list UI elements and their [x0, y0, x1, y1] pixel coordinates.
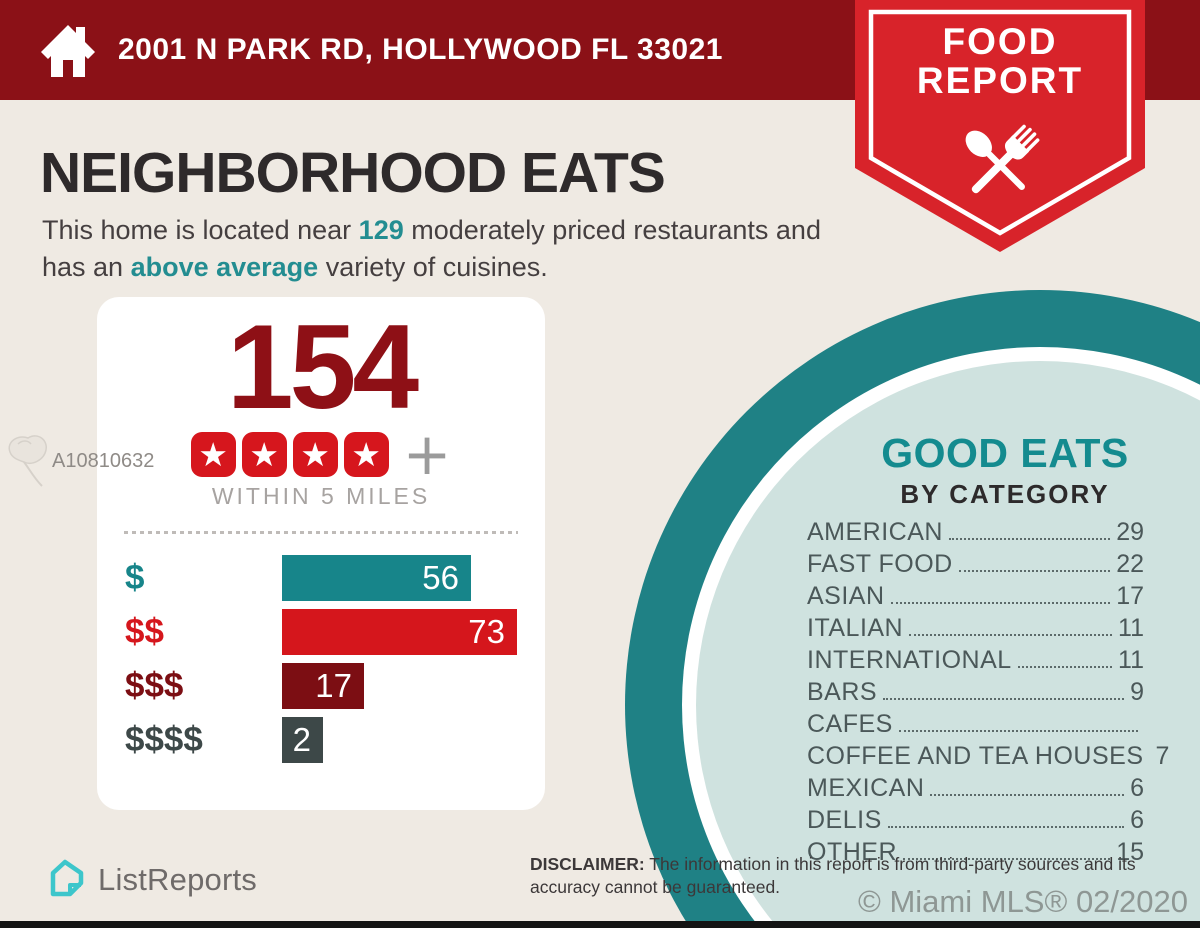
listreports-wordmark: ListReports — [98, 862, 257, 897]
category-row: MEXICAN 6 — [807, 771, 1144, 803]
mls-watermark: A10810632 — [4, 432, 154, 490]
bar: 56 — [282, 555, 471, 601]
dotted-leader — [948, 538, 1111, 540]
category-value: 7 — [1155, 742, 1170, 770]
mls-logo-icon — [8, 435, 47, 487]
category-label: INTERNATIONAL — [807, 646, 1012, 674]
category-value: 6 — [1130, 806, 1144, 834]
category-row: ITALIAN 11 — [807, 611, 1144, 643]
category-value: 15 — [1116, 838, 1144, 866]
food-report-badge: FOOD REPORT — [855, 0, 1145, 256]
variety-highlight: above average — [130, 252, 319, 282]
category-row: BARS 9 — [807, 675, 1144, 707]
category-label: BARS — [807, 678, 878, 706]
disclaimer: DISCLAIMER: The information in this repo… — [530, 854, 1136, 897]
category-label: MEXICAN — [807, 774, 925, 802]
intro-text: This home is located near 129 moderately… — [42, 212, 862, 286]
bar-row: $$ 73 — [97, 609, 545, 655]
star-icon: ★ — [343, 431, 389, 477]
category-row: COFFEE AND TEA HOUSES 7 — [807, 739, 1169, 771]
bar-row: $$$$ 2 — [97, 717, 545, 763]
category-value: 17 — [1116, 582, 1144, 610]
star-icon: ★ — [241, 431, 287, 477]
category-label: FAST FOOD — [807, 550, 953, 578]
restaurant-count: 129 — [358, 215, 404, 245]
listreports-house-icon — [50, 859, 84, 897]
listreports-logo: ListReports — [44, 858, 257, 902]
dotted-leader — [890, 602, 1111, 604]
bar-row: $56 — [97, 555, 545, 601]
price-tier-label: $ — [125, 558, 145, 597]
badge-line2: REPORT — [916, 60, 1084, 101]
dotted-leader — [898, 730, 1138, 732]
category-label: AMERICAN — [807, 518, 943, 546]
bar-value: 73 — [468, 613, 505, 650]
category-value: 11 — [1118, 614, 1144, 642]
dotted-leader — [903, 858, 1111, 860]
radius-label: WITHIN 5 MILES — [211, 483, 431, 509]
page-title: NEIGHBORHOOD EATS — [40, 141, 666, 205]
badge-line1: FOOD — [942, 21, 1058, 62]
star-icon: ★ — [190, 431, 236, 477]
category-row: OTHER 15 — [807, 835, 1144, 867]
category-row: INTERNATIONAL 11 — [807, 643, 1144, 675]
dotted-leader — [930, 794, 1125, 796]
good-eats-heading: GOOD EATS BY CATEGORY — [845, 430, 1165, 510]
price-tier-label: $$ — [125, 612, 164, 651]
bar: 17 — [282, 663, 364, 709]
property-address: 2001 N PARK RD, HOLLYWOOD FL 33021 — [118, 33, 723, 66]
category-value: 11 — [1118, 646, 1144, 674]
category-value: 9 — [1130, 678, 1144, 706]
bar: 73 — [282, 609, 517, 655]
category-row: DELIS 6 — [807, 803, 1144, 835]
category-value: 22 — [1116, 550, 1144, 578]
category-label: ASIAN — [807, 582, 885, 610]
category-row: ASIAN 17 — [807, 579, 1144, 611]
category-label: ITALIAN — [807, 614, 904, 642]
price-tier-bar-chart: $56 $$ 73 $$$ 17 $$$$ 2 — [97, 555, 545, 763]
category-row: FAST FOOD 22 — [807, 547, 1144, 579]
plus-icon: + — [402, 420, 452, 488]
copyright-watermark: © Miami MLS® 02/2020 — [858, 884, 1188, 919]
intro-line-1: This home is located near 129 moderately… — [42, 215, 821, 245]
category-label: COFFEE AND TEA HOUSES — [807, 742, 1144, 770]
price-tier-label: $$$$ — [125, 720, 203, 759]
badge-title: FOOD REPORT — [855, 22, 1145, 100]
star-icon: ★ — [292, 431, 338, 477]
disclaimer-label: DISCLAIMER: — [530, 854, 645, 874]
category-label: OTHER — [807, 838, 897, 866]
dotted-leader — [1017, 666, 1113, 668]
bottom-black-bar — [0, 921, 1200, 928]
total-restaurants-count: 154 — [226, 300, 419, 434]
category-row: CAFES — [807, 707, 1144, 739]
dotted-divider — [124, 531, 518, 534]
dotted-leader — [958, 570, 1111, 572]
good-eats-subtitle: BY CATEGORY — [900, 479, 1110, 509]
crossed-spoon-fork-icon — [965, 124, 1040, 194]
bar-row: $$$ 17 — [97, 663, 545, 709]
category-row: AMERICAN 29 — [807, 515, 1144, 547]
dotted-leader — [887, 826, 1125, 828]
good-eats-title: GOOD EATS — [881, 430, 1129, 476]
category-label: DELIS — [807, 806, 882, 834]
bar: 2 — [282, 717, 323, 763]
dotted-leader — [909, 634, 1113, 636]
category-label: CAFES — [807, 710, 893, 738]
home-icon — [41, 25, 95, 77]
price-tier-label: $$$ — [125, 666, 184, 705]
category-value: 29 — [1116, 518, 1144, 546]
category-list: AMERICAN 29 FAST FOOD 22 ASIAN 17 ITALIAN 11 INT… — [807, 515, 1169, 867]
bar-value: 56 — [422, 559, 459, 596]
restaurant-summary-card: 154 ★ ★ ★ ★ + WITHIN 5 MILES $56 $$ 73 $$$ 17 $$$… — [97, 297, 545, 810]
bar-value: 2 — [292, 721, 311, 758]
bar-value: 17 — [315, 667, 352, 704]
star-rating: ★ ★ ★ ★ + — [97, 420, 545, 488]
intro-line-2: has an above average variety of cuisines… — [42, 252, 548, 282]
category-value: 6 — [1130, 774, 1144, 802]
mls-number: A10810632 — [52, 449, 155, 472]
dotted-leader — [883, 698, 1125, 700]
ribbon-shape — [855, 0, 1145, 252]
